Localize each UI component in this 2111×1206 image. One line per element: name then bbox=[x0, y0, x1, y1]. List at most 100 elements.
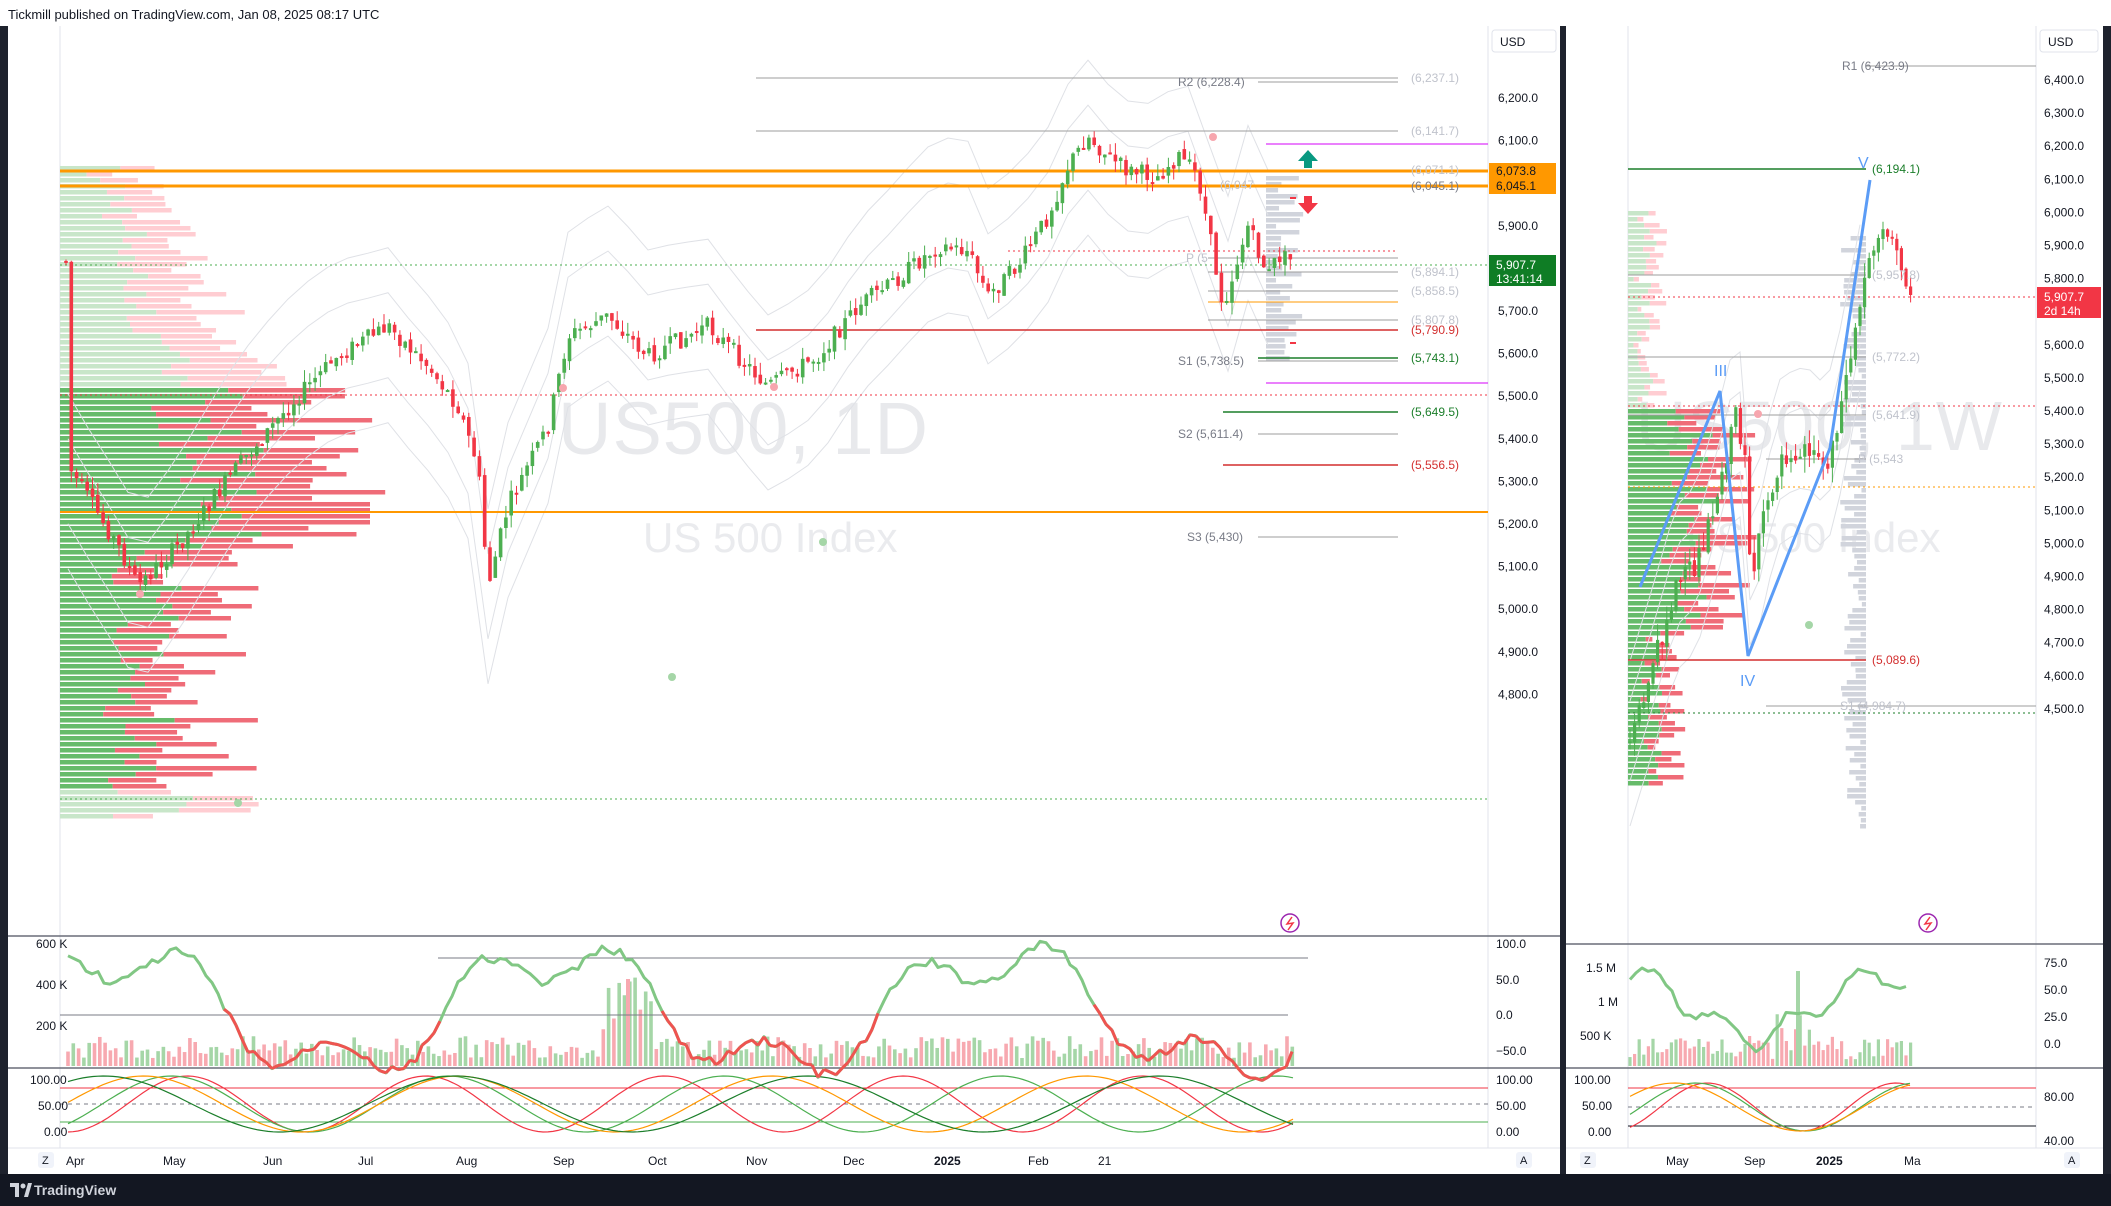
vp-bar-down bbox=[192, 466, 327, 471]
osc-segment-down bbox=[1177, 1040, 1185, 1046]
osc-segment-down bbox=[391, 1065, 399, 1071]
vp-bar-up bbox=[60, 592, 161, 597]
vp-bar-down bbox=[211, 526, 309, 531]
vp-bar-up bbox=[60, 400, 206, 405]
lightning-icon[interactable] bbox=[1918, 913, 1938, 933]
vp-bar-down bbox=[1646, 265, 1659, 270]
right-price-scale[interactable]: 6,400.0 6,300.0 6,200.0 6,100.0 6,000.0 5,900… bbox=[2044, 73, 2084, 716]
session-profile-bar bbox=[1848, 572, 1866, 577]
right-auto-button[interactable] bbox=[2064, 1152, 2080, 1168]
osc-segment-down bbox=[810, 1064, 820, 1078]
osc-segment-down bbox=[421, 1039, 429, 1047]
vp-bar-up bbox=[60, 742, 157, 747]
left-candles bbox=[64, 131, 1293, 591]
candle-body bbox=[615, 320, 619, 329]
left-auto-button[interactable] bbox=[1516, 1152, 1532, 1168]
pivot-s1-label: S1 (4,984.7) bbox=[1840, 699, 1906, 713]
osc-tick: 0.0 bbox=[2044, 1037, 2061, 1051]
candle-body bbox=[435, 373, 439, 380]
left-time-scale[interactable]: Apr May Jun Jul Aug Sep Oct Nov Dec 2025 Feb 21 bbox=[66, 1154, 1112, 1168]
level-5649-label: (5,649.5) bbox=[1411, 405, 1459, 419]
orange-tag-6073 bbox=[1489, 163, 1556, 179]
candle-body bbox=[641, 350, 646, 355]
vp-bar-down bbox=[1661, 691, 1683, 696]
volume-bar bbox=[1269, 1050, 1273, 1066]
vp-bar-up bbox=[60, 664, 140, 669]
session-profile-bar bbox=[1860, 452, 1866, 457]
volume-bar bbox=[681, 1046, 685, 1066]
osc-segment-down bbox=[1230, 1059, 1240, 1070]
candle-body bbox=[196, 523, 201, 531]
vp-bar-down bbox=[1675, 409, 1721, 414]
candle-body bbox=[1835, 432, 1839, 442]
vp-bar-up bbox=[1628, 211, 1649, 216]
candle-body bbox=[1166, 166, 1171, 176]
volume-bar bbox=[781, 1040, 786, 1066]
vp-bar-up bbox=[1628, 601, 1676, 606]
left-scale-z-button[interactable] bbox=[38, 1152, 54, 1168]
right-chart-canvas[interactable]: III IV V R1 (6,423.9) (6,194.1) (5,957.8… bbox=[1566, 26, 2103, 1174]
osc-segment-down bbox=[325, 1040, 333, 1045]
volume-bar bbox=[1665, 1049, 1669, 1066]
candle-body bbox=[1734, 407, 1738, 427]
price-tick-label: 4,700.0 bbox=[2044, 636, 2084, 650]
time-tick-label: Aug bbox=[456, 1154, 477, 1168]
osc-segment-down bbox=[432, 1020, 442, 1034]
vp-bar-down bbox=[186, 802, 259, 807]
volume-bar bbox=[1656, 1052, 1660, 1066]
price-tick-label: 5,400.0 bbox=[2044, 404, 2084, 418]
right-chart-panel[interactable]: US500, 1W US 500 Index III bbox=[1566, 26, 2103, 1174]
osc-segment-down bbox=[228, 1013, 238, 1026]
candle-body bbox=[1240, 244, 1245, 263]
left-stoch-lines bbox=[67, 1075, 1294, 1133]
osc-segment-down bbox=[1170, 1041, 1180, 1051]
volume-bar bbox=[590, 1050, 595, 1066]
candle-body bbox=[1034, 231, 1038, 245]
candle-body bbox=[223, 475, 227, 497]
osc-segment-down bbox=[781, 1041, 789, 1049]
vp-bar-up bbox=[60, 604, 173, 609]
left-currency-button[interactable] bbox=[1491, 29, 1557, 53]
candle-body bbox=[170, 543, 174, 565]
left-chart-canvas[interactable]: R2 (6,228.4) (6,237.1) (6,141.7) (6,071.… bbox=[8, 26, 1560, 1174]
osc-segment-down bbox=[1117, 1042, 1125, 1047]
candle-body bbox=[339, 356, 344, 359]
session-profile-bar bbox=[1266, 350, 1285, 355]
session-profile-bar bbox=[1266, 248, 1298, 253]
vp-bar-up bbox=[60, 382, 181, 387]
candle-body bbox=[604, 313, 609, 317]
vp-bar-down bbox=[1644, 223, 1660, 228]
lightning-icon[interactable] bbox=[1280, 913, 1300, 933]
candle-body bbox=[1182, 149, 1187, 160]
vp-bar-down bbox=[241, 514, 370, 519]
vp-bar-down bbox=[185, 538, 253, 543]
volume-bar bbox=[1195, 1038, 1199, 1066]
volume-bar bbox=[320, 1055, 325, 1066]
vp-bar-up bbox=[1628, 667, 1662, 672]
vp-bar-up bbox=[1628, 631, 1661, 636]
candle-body bbox=[1863, 277, 1867, 308]
right-scale-z-button[interactable] bbox=[1580, 1152, 1596, 1168]
vp-bar-down bbox=[1687, 445, 1720, 450]
osc-segment-down bbox=[247, 1049, 255, 1054]
osc-segment-down bbox=[732, 1046, 742, 1056]
right-time-scale[interactable]: May Sep 2025 Ma bbox=[1666, 1154, 1921, 1168]
price-tick-label: 5,200.0 bbox=[2044, 470, 2084, 484]
right-currency-button[interactable] bbox=[2039, 29, 2099, 53]
price-tick-label: 5,100.0 bbox=[2044, 503, 2084, 517]
volume-bar bbox=[1890, 1047, 1894, 1066]
vp-bar-up bbox=[60, 718, 175, 723]
volume-bar bbox=[659, 1042, 664, 1066]
session-profile-bar bbox=[1840, 500, 1866, 505]
vp-bar-down bbox=[139, 754, 229, 759]
vp-bar-up bbox=[1628, 553, 1670, 558]
volume-bar bbox=[400, 1045, 404, 1066]
vp-bar-up bbox=[1628, 745, 1648, 750]
left-chart-panel[interactable]: US500, 1D US 500 Index bbox=[8, 26, 1560, 1174]
osc-segment-down bbox=[379, 1069, 387, 1075]
candle-body bbox=[1118, 157, 1123, 161]
volume-bar bbox=[272, 1043, 277, 1066]
candle-body bbox=[700, 325, 704, 336]
elliott-wave-path[interactable] bbox=[1638, 179, 1872, 657]
candle-body bbox=[281, 413, 286, 419]
